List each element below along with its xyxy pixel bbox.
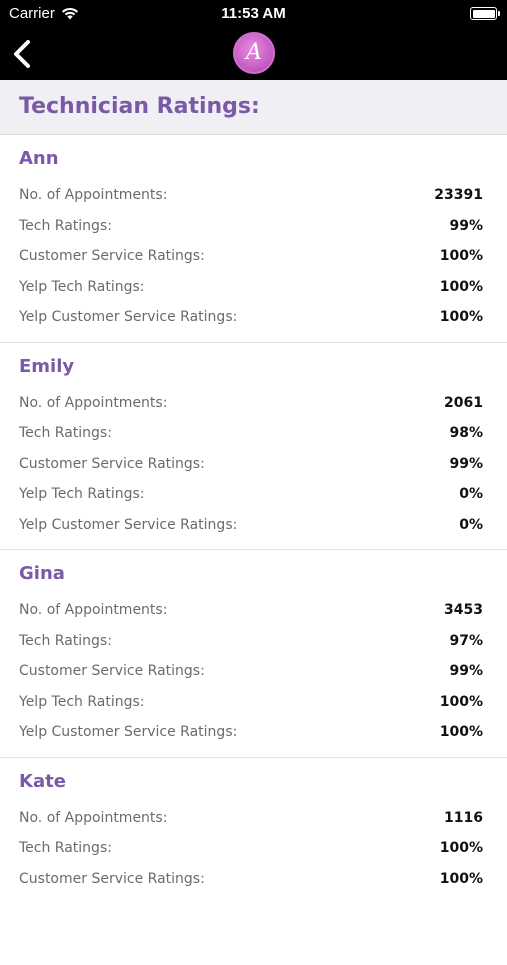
customer-service-label: Customer Service Ratings:	[19, 248, 205, 264]
customer-service-label: Customer Service Ratings:	[19, 663, 205, 679]
tech-rating-value: 100%	[440, 840, 483, 856]
battery-icon	[470, 7, 497, 20]
tech-rating-row: Tech Ratings: 97%	[19, 633, 483, 655]
appointments-row: No. of Appointments: 1116	[19, 810, 483, 832]
technician-name: Emily	[19, 356, 74, 377]
technician-list: Ann No. of Appointments: 23391 Tech Rati…	[0, 135, 507, 965]
status-bar: Carrier 11:53 AM	[0, 0, 507, 28]
technician-card: Gina No. of Appointments: 3453 Tech Rati…	[0, 550, 507, 758]
yelp-tech-label: Yelp Tech Ratings:	[19, 279, 145, 295]
customer-service-label: Customer Service Ratings:	[19, 871, 205, 887]
yelp-tech-row: Yelp Tech Ratings: 0%	[19, 486, 483, 508]
yelp-tech-label: Yelp Tech Ratings:	[19, 694, 145, 710]
appointments-value: 3453	[444, 602, 483, 618]
technician-card: Emily No. of Appointments: 2061 Tech Rat…	[0, 343, 507, 551]
tech-rating-value: 98%	[449, 425, 483, 441]
tech-rating-row: Tech Ratings: 100%	[19, 840, 483, 862]
tech-rating-value: 97%	[449, 633, 483, 649]
salon-logo: A	[233, 32, 275, 74]
yelp-customer-service-value: 0%	[459, 517, 483, 533]
tech-rating-label: Tech Ratings:	[19, 425, 112, 441]
appointments-label: No. of Appointments:	[19, 187, 167, 203]
back-button[interactable]	[10, 36, 42, 72]
technician-name: Ann	[19, 148, 59, 169]
yelp-customer-service-row: Yelp Customer Service Ratings: 100%	[19, 309, 483, 331]
appointments-row: No. of Appointments: 23391	[19, 187, 483, 209]
section-header: Technician Ratings:	[0, 80, 507, 135]
technician-name: Kate	[19, 771, 66, 792]
navigation-bar: A	[0, 28, 507, 80]
yelp-customer-service-value: 100%	[440, 724, 483, 740]
customer-service-row: Customer Service Ratings: 99%	[19, 456, 483, 478]
customer-service-value: 99%	[449, 663, 483, 679]
tech-rating-row: Tech Ratings: 99%	[19, 218, 483, 240]
technician-name: Gina	[19, 563, 65, 584]
yelp-customer-service-row: Yelp Customer Service Ratings: 0%	[19, 517, 483, 539]
appointments-row: No. of Appointments: 2061	[19, 395, 483, 417]
technician-card: Ann No. of Appointments: 23391 Tech Rati…	[0, 135, 507, 343]
tech-rating-row: Tech Ratings: 98%	[19, 425, 483, 447]
chevron-left-icon	[10, 36, 42, 72]
technician-card: Kate No. of Appointments: 1116 Tech Rati…	[0, 758, 507, 965]
customer-service-value: 99%	[449, 456, 483, 472]
tech-rating-label: Tech Ratings:	[19, 633, 112, 649]
tech-rating-label: Tech Ratings:	[19, 218, 112, 234]
appointments-label: No. of Appointments:	[19, 602, 167, 618]
clock: 11:53 AM	[0, 5, 507, 22]
yelp-tech-row: Yelp Tech Ratings: 100%	[19, 279, 483, 301]
logo-letter: A	[246, 40, 262, 65]
customer-service-label: Customer Service Ratings:	[19, 456, 205, 472]
customer-service-row: Customer Service Ratings: 100%	[19, 248, 483, 270]
appointments-label: No. of Appointments:	[19, 810, 167, 826]
customer-service-row: Customer Service Ratings: 100%	[19, 871, 483, 893]
yelp-tech-value: 0%	[459, 486, 483, 502]
appointments-value: 1116	[444, 810, 483, 826]
appointments-value: 23391	[434, 187, 483, 203]
yelp-tech-label: Yelp Tech Ratings:	[19, 486, 145, 502]
customer-service-value: 100%	[440, 871, 483, 887]
page-title: Technician Ratings:	[19, 94, 260, 119]
yelp-customer-service-row: Yelp Customer Service Ratings: 100%	[19, 724, 483, 746]
yelp-customer-service-label: Yelp Customer Service Ratings:	[19, 309, 237, 325]
tech-rating-label: Tech Ratings:	[19, 840, 112, 856]
yelp-customer-service-label: Yelp Customer Service Ratings:	[19, 517, 237, 533]
appointments-row: No. of Appointments: 3453	[19, 602, 483, 624]
appointments-label: No. of Appointments:	[19, 395, 167, 411]
customer-service-value: 100%	[440, 248, 483, 264]
tech-rating-value: 99%	[449, 218, 483, 234]
yelp-tech-row: Yelp Tech Ratings: 100%	[19, 694, 483, 716]
yelp-tech-value: 100%	[440, 694, 483, 710]
yelp-customer-service-value: 100%	[440, 309, 483, 325]
yelp-tech-value: 100%	[440, 279, 483, 295]
customer-service-row: Customer Service Ratings: 99%	[19, 663, 483, 685]
appointments-value: 2061	[444, 395, 483, 411]
yelp-customer-service-label: Yelp Customer Service Ratings:	[19, 724, 237, 740]
